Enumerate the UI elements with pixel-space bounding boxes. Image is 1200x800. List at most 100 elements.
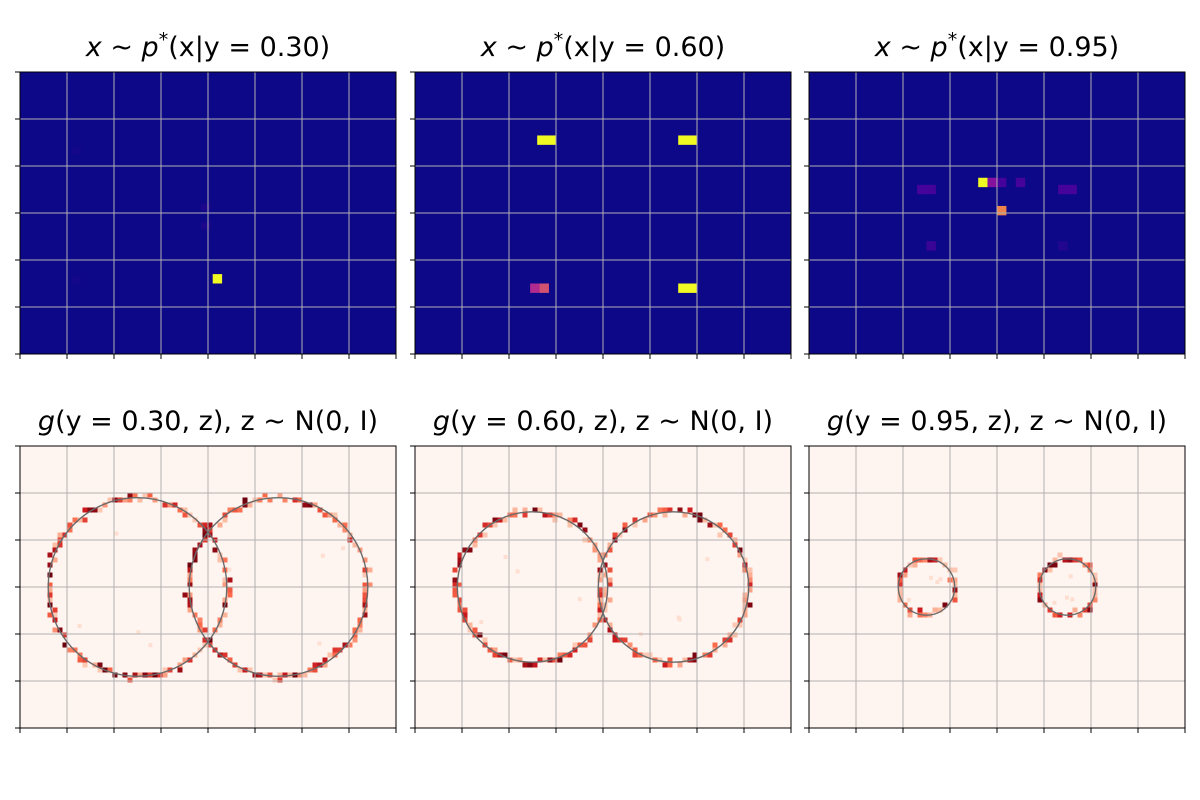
heatmap-cell [277,492,283,498]
heatmap-cell [62,632,68,638]
heatmap-cell [737,617,743,623]
heatmap-cell [47,612,53,618]
heatmap-cell [82,517,88,523]
heatmap-cell [667,507,673,513]
heatmap-cell [997,177,1007,188]
heatmap-cell [917,607,923,613]
heatmap-cell [662,662,668,668]
heatmap-cell [732,542,738,548]
heatmap-cell [512,512,518,518]
heatmap-cell [71,276,82,284]
heatmap-cell [362,572,368,578]
heatmap-cell [612,532,618,538]
heatmap-cell [987,177,997,188]
reference-circle [597,511,750,663]
heatmap-cell [352,632,358,638]
heatmap-cell [297,672,303,678]
heatmap-cell [457,582,463,588]
heatmap-cell [747,572,753,578]
heatmap-cell [917,184,936,195]
panel-title: g(y = 0.30, z), z ~ N(0, I) [38,406,378,437]
heatmap-cell [114,531,119,536]
heatmap-cell [897,582,903,588]
heatmap-cell [102,502,108,508]
heatmap-cell [482,637,488,643]
heatmap-cell [452,577,458,583]
heatmap-cell [552,657,558,663]
heatmap-cell [567,652,573,658]
heatmap-cell [607,627,613,633]
heatmap-cell [47,592,53,598]
heatmap-cell [547,512,553,518]
heatmap-cell [607,622,613,628]
heatmap-cell [202,532,208,538]
heatmap-cell [732,632,738,638]
heatmap-cell [587,637,593,643]
heatmap-cell [537,135,556,145]
heatmap-cell [482,522,488,528]
heatmap-cell [542,657,548,663]
heatmap-cell [902,572,908,578]
heatmap-cell [932,607,938,613]
heatmap-cell [452,587,458,593]
heatmap-cell [492,517,498,523]
heatmap-cell [217,622,223,628]
heatmap-cell [277,672,283,678]
heatmap-cell [192,517,198,523]
heatmap-cell [737,547,743,553]
heatmap-cell [247,502,253,508]
heatmap-cell [122,497,128,503]
heatmap-cell [622,637,628,643]
heatmap-cell [177,507,183,513]
reference-circle [1038,558,1097,616]
heatmap-cell [1052,612,1058,618]
heatmap-cell [352,627,358,633]
heatmap-cell [472,542,478,548]
heatmap-cell [472,627,478,633]
heatmap-cell [1092,572,1098,578]
heatmap-cell [97,507,103,513]
heatmap-cell [517,657,523,663]
heatmap-cell [479,620,484,625]
heatmap-cell [222,612,228,618]
heatmap-cell [737,622,743,628]
heatmap-cell [927,557,933,563]
panel-title: x ~ p*(x|y = 0.60) [480,29,725,63]
heatmap-cell [557,512,563,518]
heatmap-cell [332,517,338,523]
heatmap-cell [137,497,143,503]
heatmap-cell [1077,612,1083,618]
heatmap-cell [262,492,268,498]
heatmap-cell [132,672,138,678]
heatmap-cell [87,507,93,513]
heatmap-cell [187,607,193,613]
heatmap-cell [202,522,208,528]
heatmap-cell [602,617,608,623]
heatmap-cell [552,517,558,523]
heatmap-cell [222,582,228,588]
panel-2: x ~ p*(x|y = 0.60) [410,29,792,359]
heatmap-cell [632,652,638,658]
heatmap-cell [897,597,903,603]
heatmap-cell [202,637,208,643]
heatmap-cell [327,512,333,518]
heatmap-cell [597,557,603,563]
heatmap-cell [507,657,513,663]
heatmap-cell [557,652,563,658]
heatmap-cell [212,547,218,553]
heatmap-cell [457,552,463,558]
heatmap-cell [747,587,753,593]
heatmap-cell [938,577,943,582]
heatmap-cell [1047,607,1053,613]
heatmap-cell [602,587,608,593]
heatmap-cell [717,522,723,528]
heatmap-cell [912,557,918,563]
heatmap-cell [237,507,243,513]
heatmap-cell [487,647,493,653]
panel-3: x ~ p*(x|y = 0.95) [804,29,1186,359]
heatmap-cell [52,557,58,563]
heatmap-cell [577,522,583,528]
heatmap-cell [127,492,133,498]
heatmap-cell [457,607,463,613]
heatmap-cell [337,647,343,653]
